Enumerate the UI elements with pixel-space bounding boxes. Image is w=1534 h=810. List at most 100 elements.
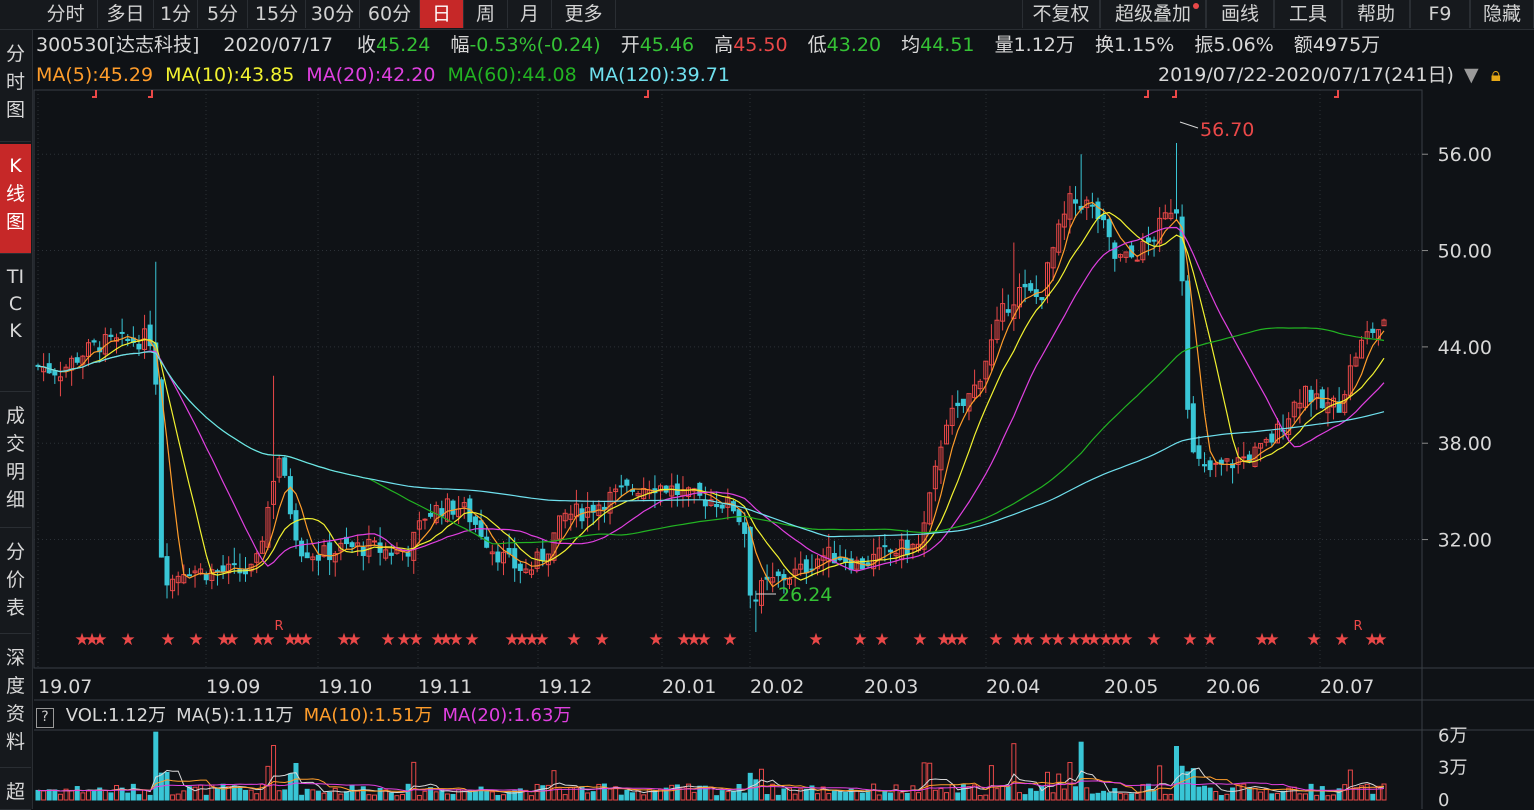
tab-周[interactable]: 周 [464,0,508,28]
signal-star-icon: ★ [1306,630,1321,650]
candle-body [529,569,535,575]
lock-icon[interactable]: 🔒︎ [1490,64,1501,86]
volume-bar [893,784,899,801]
tab-更多[interactable]: 更多 [552,0,616,28]
ma-legend: MA(5):45.29 MA(10):43.85 MA(20):42.20 MA(60… [36,62,742,88]
sidenav-TICK[interactable]: TICK [0,256,31,392]
tool-超级叠加[interactable]: 超级叠加 [1100,0,1206,28]
volume-bar [618,794,624,801]
volume-bar [315,790,321,801]
tab-60分[interactable]: 60分 [360,0,420,28]
volume-bar [517,788,523,801]
candle-body [787,578,793,585]
candle-body [658,485,664,492]
sidenav-成交明细[interactable]: 成交明细 [0,394,31,528]
tab-日[interactable]: 日 [420,0,464,28]
signal-star-icon: ★ [380,630,395,650]
tab-30分[interactable]: 30分 [306,0,360,28]
sidenav-label: 深度资料 [5,647,25,753]
candle-body [1067,193,1073,220]
tool-不复权[interactable]: 不复权 [1022,0,1100,28]
signal-star-icon: ★ [722,630,737,650]
volume-bar [1213,791,1219,801]
volume-bar [770,783,776,801]
tab-15分[interactable]: 15分 [248,0,306,28]
volume-bar [742,792,748,801]
tab-1分[interactable]: 1分 [154,0,198,28]
volume-bar [972,784,978,801]
sidenav-分时图[interactable]: 分时图 [0,32,31,142]
date-range[interactable]: 2019/07/22-2020/07/17(241日) ▼ 🔒︎ [1158,62,1501,88]
time-tick-label: 20.04 [986,676,1040,698]
candle-body [1336,401,1342,413]
candle-body [1162,212,1168,220]
candle-body [1196,445,1202,459]
candle-body [293,510,299,541]
candle-body [198,568,204,575]
volume-bar [1134,792,1140,801]
candle-body [613,488,619,493]
volume-bar [719,790,725,801]
candle-body [467,498,473,523]
volume-bar [697,785,703,801]
candle-body [988,339,994,366]
volume-bar [753,779,759,801]
vol-legend-item: MA(5):1.11万 [176,705,294,726]
candle-body [321,545,327,557]
volume-bar [585,792,591,801]
volume-bar [444,793,450,801]
volume-bar [529,795,535,801]
tab-5分[interactable]: 5分 [198,0,248,28]
candle-body [1050,247,1056,269]
tool-画线[interactable]: 画线 [1206,0,1274,28]
sidenav-深度资料[interactable]: 深度资料 [0,636,31,768]
volume-bar [181,790,187,801]
signal-star-icon: ★ [1020,630,1035,650]
volume-bar [383,789,389,801]
candle-body [158,379,164,558]
price-tick-label: 38.00 [1438,433,1492,455]
candle-body [1370,328,1376,334]
volume-bar [1258,791,1264,801]
candle-body [327,542,333,561]
triangle-down-icon[interactable]: ▼ [1464,64,1479,86]
volume-bar [1359,785,1365,801]
sidenav-分价表[interactable]: 分价表 [0,530,31,634]
candle-body [551,532,557,561]
candle-body [1325,402,1331,414]
tool-帮助[interactable]: 帮助 [1342,0,1410,28]
volume-bar [882,791,888,801]
volume-bar [798,788,804,801]
candle-body [405,552,411,557]
volume-bar [1370,793,1376,801]
candle-body [932,465,938,490]
tab-多日[interactable]: 多日 [98,0,154,28]
volume-bar [1218,794,1224,801]
candle-body [815,558,821,569]
volume-bar [1347,769,1353,801]
tool-F9[interactable]: F9 [1410,0,1470,28]
volume-bar [1050,792,1056,801]
volume-bar [495,794,501,801]
candle-body [949,407,955,427]
candle-body [938,446,944,471]
tab-月[interactable]: 月 [508,0,552,28]
signal-star-icon: ★ [250,630,265,650]
volume-bar [1179,765,1185,801]
sidenav-K线图[interactable]: K线图 [0,144,31,254]
candle-body [428,512,434,517]
tool-工具[interactable]: 工具 [1274,0,1342,28]
tab-分时[interactable]: 分时 [34,0,98,28]
signal-star-icon: ★ [1364,630,1379,650]
signal-star-icon: ★ [1078,630,1093,650]
candle-body [708,499,714,506]
volume-ma-line-20 [37,780,1385,792]
candle-body [742,522,748,534]
candle-body [1213,462,1219,465]
signal-star-icon: ★ [944,630,959,650]
question-icon[interactable]: ? [36,708,54,728]
candle-body [1269,433,1275,443]
volume-bar [114,785,120,801]
signal-star-icon: ★ [1098,630,1113,650]
